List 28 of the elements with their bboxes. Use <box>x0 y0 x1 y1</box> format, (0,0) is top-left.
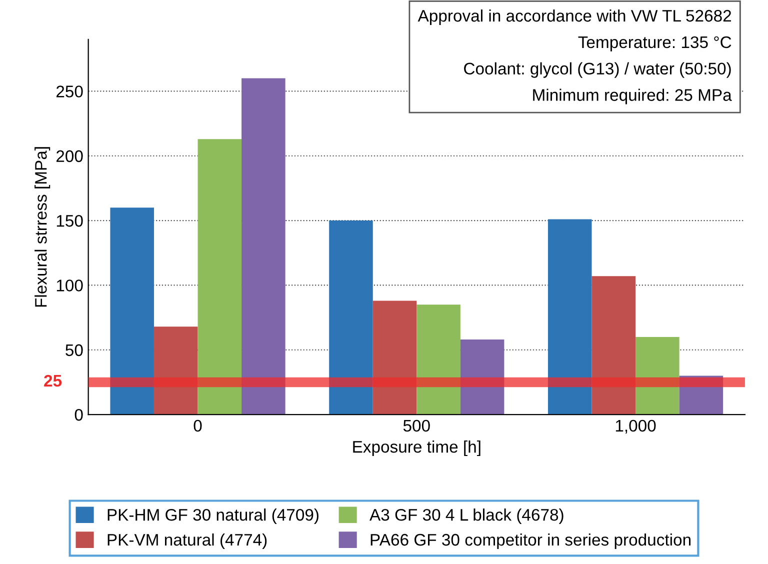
y-tick-label: 100 <box>56 280 83 292</box>
legend-label: PA66 GF 30 competitor in series production <box>370 533 690 549</box>
y-tick-label: 250 <box>56 86 83 98</box>
bar <box>198 139 242 415</box>
x-axis-title: Exposure time [h] <box>353 440 480 456</box>
bar <box>110 208 154 415</box>
bar <box>242 78 286 415</box>
y-tick-label: 200 <box>56 150 83 162</box>
x-tick-label: 1,000 <box>616 420 656 434</box>
y-tick-label: 50 <box>66 344 83 356</box>
bar <box>548 219 592 415</box>
ref-line-label: 25 <box>44 374 62 387</box>
text: Approval in accordance with VW TL 52682 <box>418 9 732 26</box>
y-tick-label: 150 <box>56 214 83 227</box>
bar <box>329 220 373 415</box>
x-tick-label: 500 <box>403 420 430 432</box>
bar <box>416 304 460 415</box>
y-tick-label: 0 <box>74 408 83 421</box>
x-tick-label: 0 <box>194 420 202 432</box>
legend-label: A3 GF 30 4 L black (4678) <box>370 508 564 524</box>
legend-label: PK-VM natural (4774) <box>108 533 267 549</box>
bar <box>372 300 417 415</box>
bar <box>592 276 636 415</box>
legend-label: PK-HM GF 30 natural (4709) <box>108 508 318 524</box>
y-axis-title: Flexural strress [MPa] <box>34 147 50 307</box>
annotation: Temperature: 135 °C <box>578 36 732 52</box>
annotation: Minimum required: 25 MPa <box>533 88 732 104</box>
annotation: Coolant: glycol (G13) / water (50:50) <box>464 62 731 78</box>
